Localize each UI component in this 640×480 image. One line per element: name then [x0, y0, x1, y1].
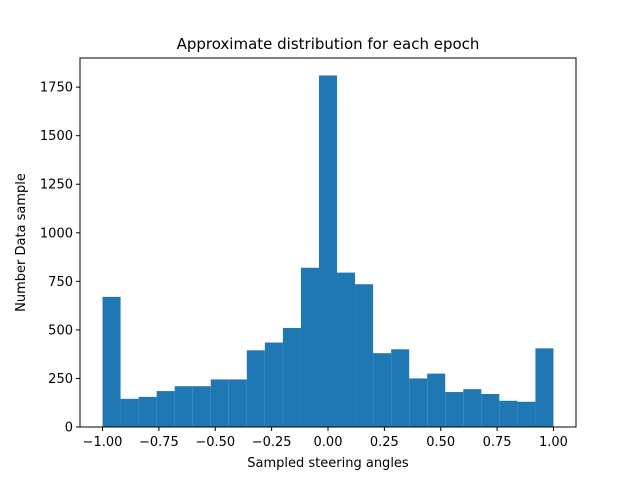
histogram-bar	[391, 349, 410, 427]
y-tick-label: 0	[65, 421, 73, 436]
y-axis-label: Number Data sample	[14, 173, 29, 312]
histogram-bar	[156, 391, 175, 427]
histogram-bar	[463, 389, 482, 427]
histogram-bar	[481, 393, 500, 427]
y-tick-label: 1000	[40, 226, 73, 241]
histogram-bar	[120, 398, 139, 427]
histogram-bar	[517, 401, 536, 427]
y-tick-label: 1250	[40, 178, 73, 193]
histogram-bar	[300, 267, 319, 427]
histogram-bar	[427, 373, 446, 427]
y-tick-label: 1500	[40, 129, 73, 144]
x-tick-label: −0.25	[252, 435, 292, 450]
x-ticks-group: −1.00 −0.75 −0.50 −0.25 0.00 0.25 0.50 0.75 1.00	[83, 427, 568, 450]
x-tick-label: 0.75	[483, 435, 512, 450]
x-tick-label: −0.75	[139, 435, 179, 450]
x-tick-label: 1.00	[539, 435, 568, 450]
y-ticks-group: 0 250 500 750 1000 1250 1500 1750	[40, 81, 80, 436]
histogram-bar	[246, 350, 265, 427]
histogram-bar	[445, 392, 464, 427]
x-tick-label: 0.50	[426, 435, 455, 450]
x-tick-label: −0.50	[195, 435, 235, 450]
histogram-bar	[535, 348, 554, 427]
histogram-bar	[102, 296, 121, 427]
histogram-bar	[355, 284, 374, 427]
histogram-bar	[228, 379, 247, 427]
y-tick-label: 500	[48, 323, 73, 338]
histogram-bar	[210, 379, 229, 427]
x-tick-label: 0.00	[314, 435, 343, 450]
x-tick-label: −1.00	[83, 435, 123, 450]
x-axis-label: Sampled steering angles	[247, 456, 409, 471]
histogram-bar	[318, 75, 338, 428]
chart-title: Approximate distribution for each epoch	[177, 35, 480, 53]
histogram-bar	[138, 396, 157, 427]
histogram-bar	[192, 386, 211, 427]
y-tick-label: 1750	[40, 81, 73, 96]
y-tick-label: 250	[48, 372, 73, 387]
histogram-bar	[373, 353, 392, 427]
y-tick-label: 750	[48, 275, 73, 290]
histogram-bar	[282, 327, 301, 427]
bars-group	[102, 75, 554, 428]
histogram-bar	[174, 386, 193, 427]
histogram-bar	[499, 400, 518, 427]
histogram-bar	[337, 272, 356, 427]
histogram-bar	[409, 378, 428, 427]
histogram-bar	[264, 342, 283, 427]
x-tick-label: 0.25	[370, 435, 399, 450]
